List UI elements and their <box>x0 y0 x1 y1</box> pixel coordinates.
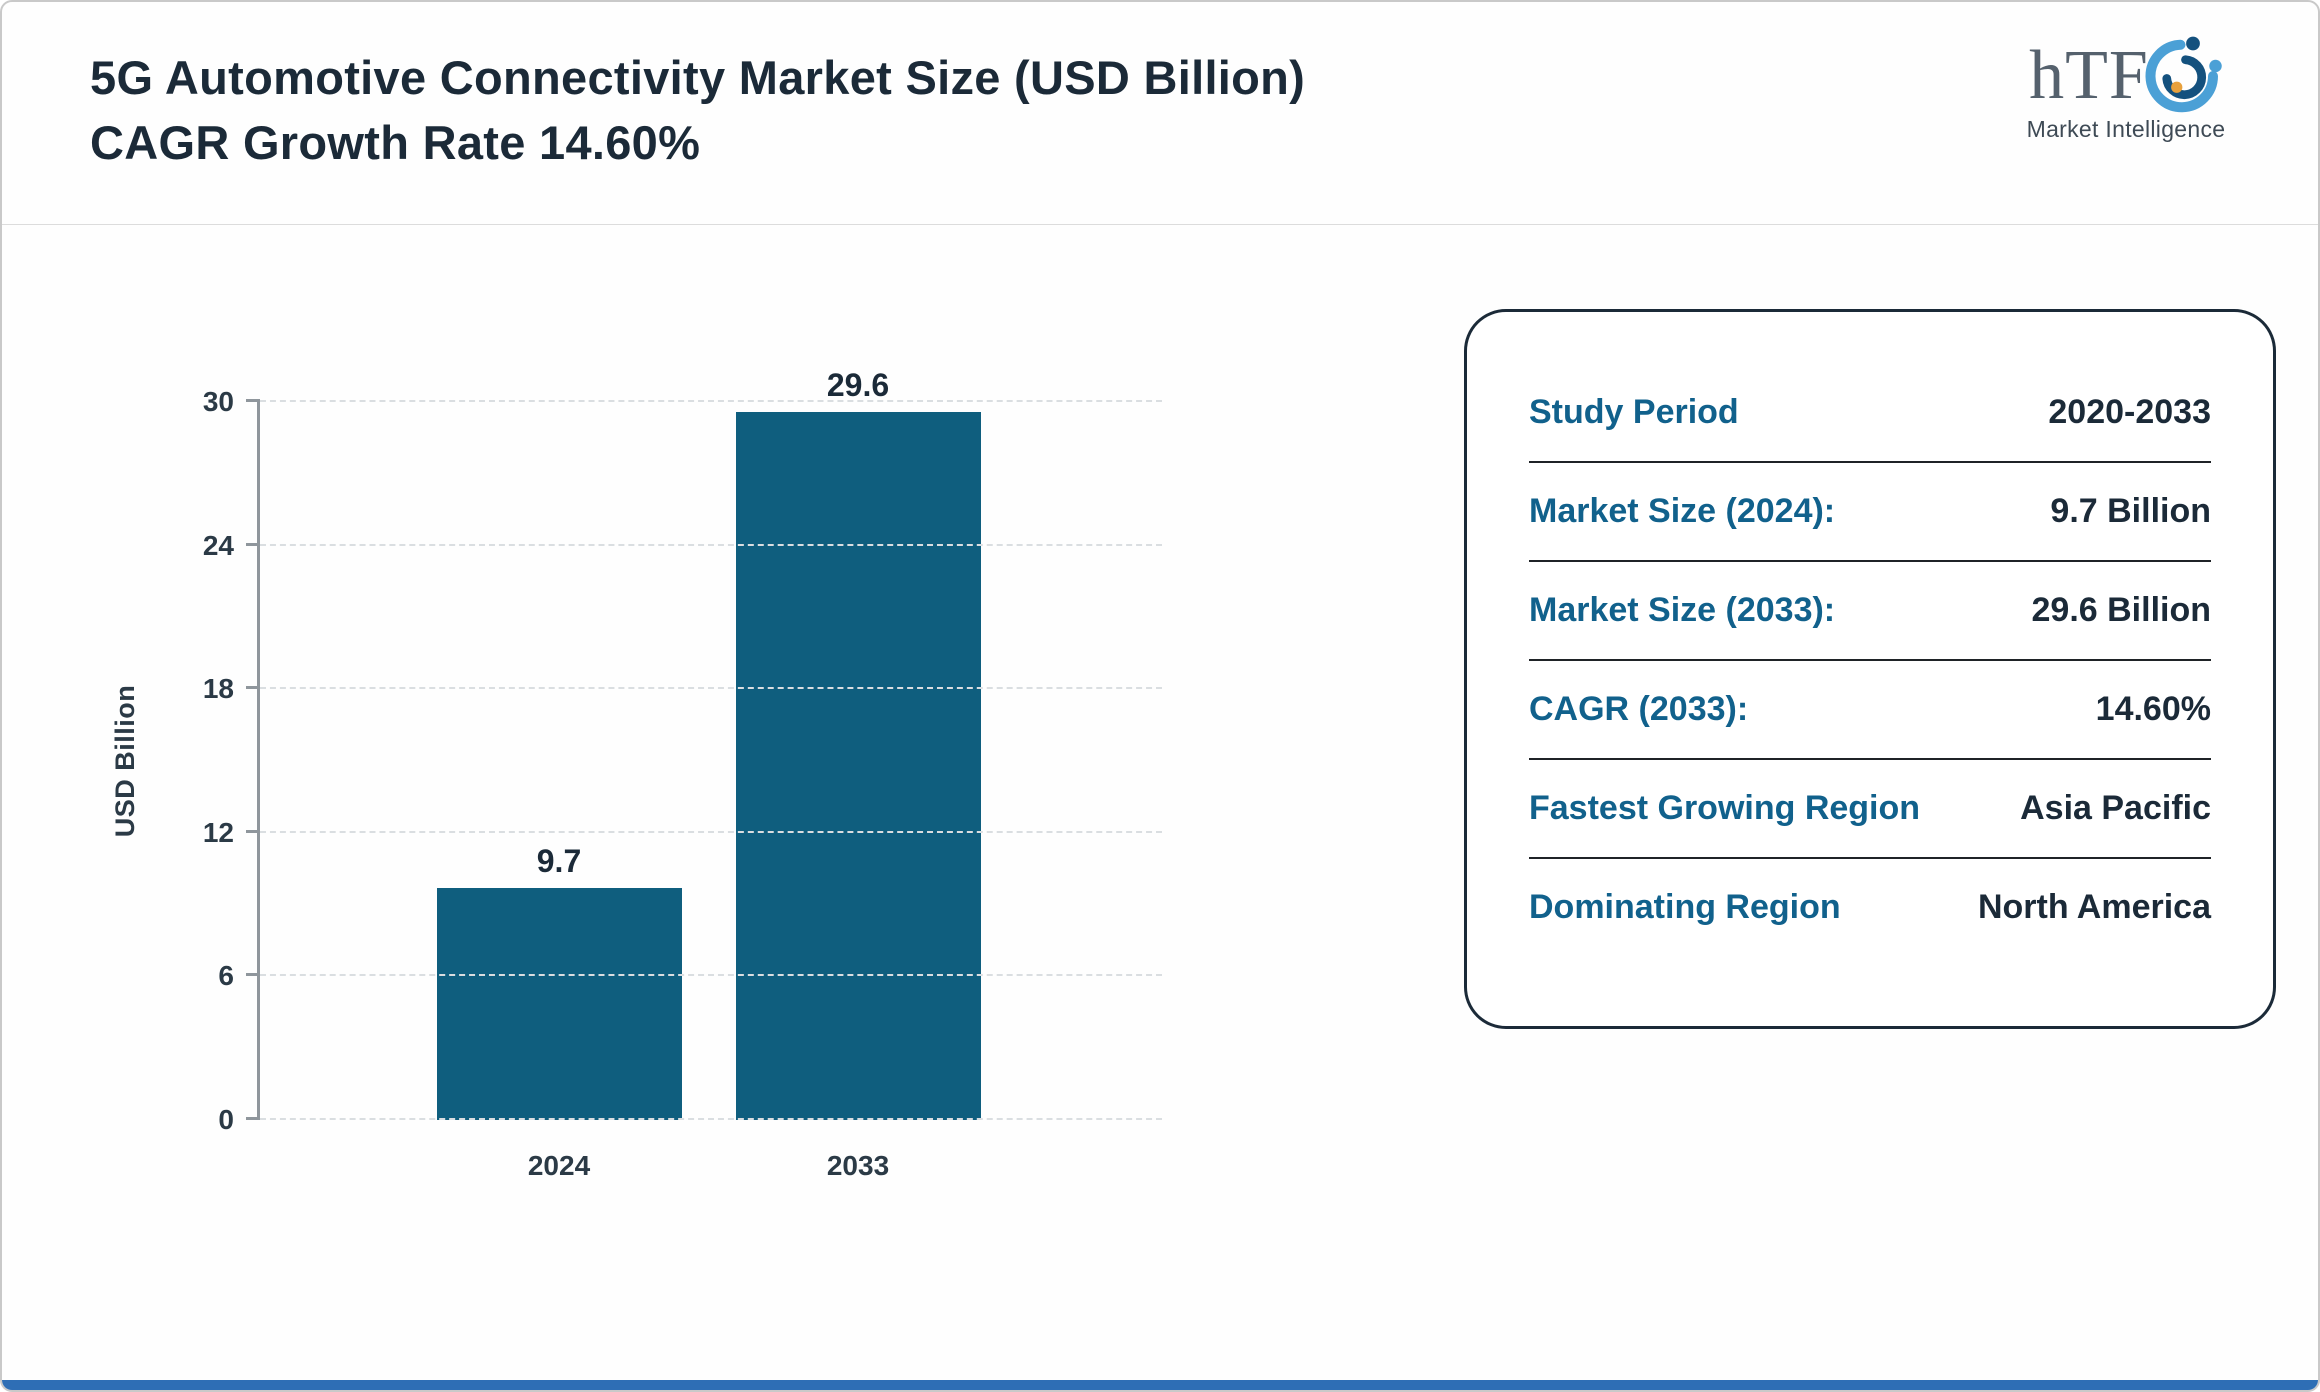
info-row-value: 29.6 Billion <box>2031 591 2212 629</box>
gridline <box>260 543 1162 546</box>
y-axis-tick <box>246 399 260 402</box>
y-axis-tick <box>246 1117 260 1120</box>
gridline <box>260 974 1162 977</box>
info-row: Study Period 2020-2033 <box>1529 364 2211 463</box>
info-row: Fastest Growing Region Asia Pacific <box>1529 760 2211 859</box>
gridline <box>260 1118 1162 1120</box>
y-axis-tick <box>246 542 260 546</box>
brand-logo: hTF Market Intelligence <box>1996 36 2256 143</box>
x-axis-label: 2024 <box>527 1150 591 1181</box>
gridline <box>260 400 1162 402</box>
header: 5G Automotive Connectivity Market Size (… <box>2 2 2318 225</box>
swirl-logo-icon <box>2145 36 2222 113</box>
info-row: CAGR (2033): 14.60% <box>1529 661 2211 760</box>
bar-chart: USD Billion 9.7 2024 29.6 2033 0 6 12 18 24 30 <box>110 367 1162 1181</box>
gridline <box>260 687 1162 690</box>
info-row-label: CAGR (2033): <box>1529 690 1749 728</box>
bar-value-label: 9.7 <box>536 842 582 879</box>
x-axis-label: 2033 <box>826 1150 890 1181</box>
y-axis-tick-label: 30 <box>202 386 234 417</box>
gridline <box>260 830 1162 833</box>
info-row-value: Asia Pacific <box>2020 789 2211 827</box>
y-axis-tick-label: 18 <box>202 673 234 705</box>
bar-group: 29.6 2033 <box>735 367 981 1181</box>
info-row-label: Market Size (2024): <box>1529 492 1836 530</box>
info-row-label: Dominating Region <box>1529 888 1841 926</box>
bar <box>436 887 682 1120</box>
y-axis-tick <box>246 829 260 833</box>
bar <box>735 411 981 1120</box>
info-row-value: 2020-2033 <box>2048 393 2211 431</box>
y-axis-tick <box>246 973 260 977</box>
info-row: Dominating Region North America <box>1529 859 2211 956</box>
page-title: 5G Automotive Connectivity Market Size (… <box>90 51 1306 169</box>
info-row: Market Size (2024): 9.7 Billion <box>1529 463 2211 562</box>
y-axis-title: USD Billion <box>110 684 140 838</box>
y-axis-tick-label: 24 <box>202 529 234 561</box>
bar-group: 9.7 2024 <box>436 402 682 1181</box>
info-row-label: Market Size (2033): <box>1529 591 1836 629</box>
info-row-value: North America <box>1977 888 2211 926</box>
info-row-label: Fastest Growing Region <box>1529 789 1921 827</box>
bar-value-label: 29.6 <box>826 366 890 403</box>
y-axis-tick-label: 12 <box>202 816 234 848</box>
info-card: Study Period 2020-2033 Market Size (2024):… <box>1464 309 2276 1029</box>
info-row-value: 14.60% <box>2095 690 2211 728</box>
y-axis-tick-label: 0 <box>218 1104 234 1135</box>
info-row: Market Size (2033): 29.6 Billion <box>1529 562 2211 661</box>
bottom-accent-strip <box>2 1380 2318 1390</box>
logo-subtitle: Market Intelligence <box>2026 116 2226 142</box>
logo-row: hTF <box>1996 36 2256 116</box>
bars: 9.7 2024 29.6 2033 <box>260 367 1157 1181</box>
info-card-rows: Study Period 2020-2033 Market Size (2024):… <box>1529 364 2211 956</box>
logo-wordmark: hTF <box>2029 37 2149 114</box>
y-axis-tick <box>246 686 260 690</box>
info-row-value: 9.7 Billion <box>2050 492 2211 530</box>
info-row-label: Study Period <box>1529 393 1739 431</box>
y-axis-tick-label: 6 <box>218 960 234 992</box>
plot-area: USD Billion 9.7 2024 29.6 2033 0 6 12 18 24 30 <box>110 367 1162 1181</box>
